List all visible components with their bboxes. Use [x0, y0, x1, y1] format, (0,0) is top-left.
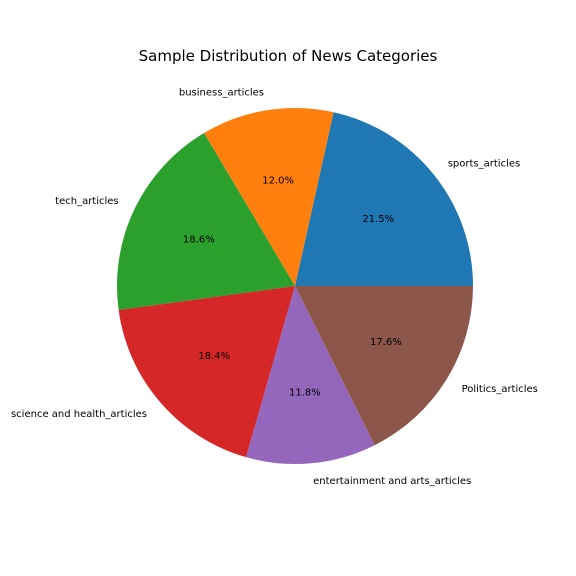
- pie-slice-business-articles: [204, 108, 334, 286]
- chart-title: Sample Distribution of News Categories: [138, 47, 438, 65]
- pie-slice-science-and-health-articles: [118, 286, 295, 458]
- pie-category-label-politics-articles: Politics_articles: [462, 384, 538, 395]
- pie-slice-entertainment-and-arts-articles: [246, 286, 375, 464]
- pie-slice-tech-articles: [117, 132, 296, 310]
- pie-percent-label-tech-articles: 18.6%: [183, 235, 215, 246]
- pie-category-label-tech-articles: tech_articles: [55, 196, 119, 207]
- pie-slice-politics-articles: [295, 286, 473, 446]
- pie-percent-label-sports-articles: 21.5%: [362, 214, 394, 225]
- pie-category-label-entertainment-and-arts-articles: entertainment and arts_articles: [313, 476, 471, 487]
- pie-slice-sports-articles: [295, 112, 473, 286]
- pie-percent-label-politics-articles: 17.6%: [370, 337, 402, 348]
- pie-percent-label-science-and-health-articles: 18.4%: [198, 351, 230, 362]
- pie-percent-label-entertainment-and-arts-articles: 11.8%: [289, 387, 321, 398]
- pie-percent-label-business-articles: 12.0%: [262, 176, 294, 187]
- pie-category-label-sports-articles: sports_articles: [448, 158, 521, 169]
- pie-category-label-science-and-health-articles: science and health_articles: [11, 409, 147, 420]
- pie-category-label-business-articles: business_articles: [179, 88, 264, 99]
